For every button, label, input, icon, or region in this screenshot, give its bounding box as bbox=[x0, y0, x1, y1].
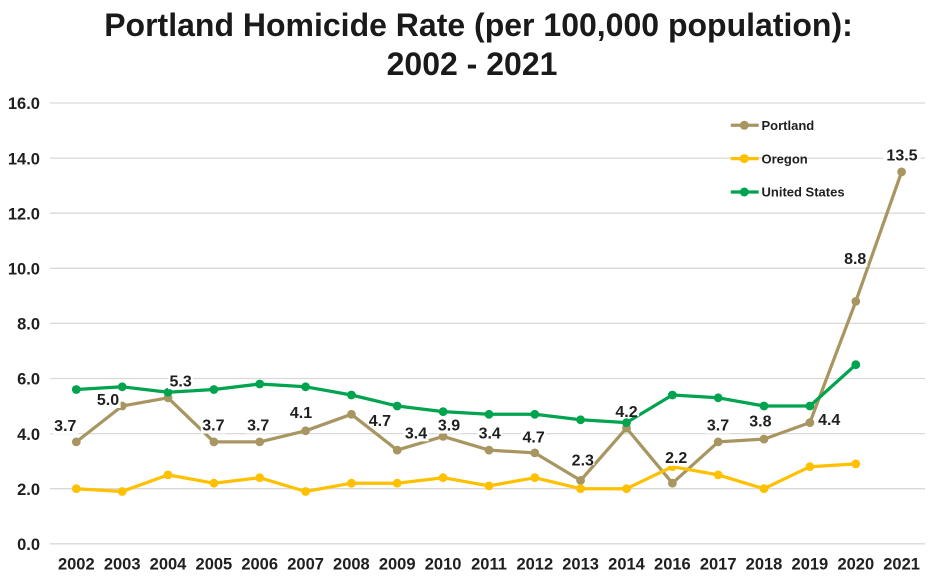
svg-text:2012: 2012 bbox=[516, 555, 553, 573]
svg-text:4.1: 4.1 bbox=[290, 405, 312, 422]
svg-text:2020: 2020 bbox=[837, 555, 874, 573]
svg-text:2.3: 2.3 bbox=[572, 453, 594, 470]
svg-text:2008: 2008 bbox=[333, 555, 370, 573]
svg-text:3.8: 3.8 bbox=[749, 414, 771, 431]
svg-text:2002: 2002 bbox=[58, 555, 95, 573]
svg-text:2006: 2006 bbox=[241, 555, 278, 573]
svg-text:13.5: 13.5 bbox=[886, 148, 917, 165]
svg-text:2018: 2018 bbox=[746, 555, 783, 573]
svg-text:4.4: 4.4 bbox=[818, 412, 840, 429]
svg-text:2.2: 2.2 bbox=[665, 450, 687, 467]
svg-text:3.7: 3.7 bbox=[54, 418, 76, 435]
svg-text:5.0: 5.0 bbox=[97, 392, 119, 409]
svg-text:Portland: Portland bbox=[762, 118, 815, 133]
svg-text:8.8: 8.8 bbox=[844, 251, 866, 268]
svg-text:2019: 2019 bbox=[792, 555, 829, 573]
svg-text:2014: 2014 bbox=[608, 555, 646, 573]
svg-text:3.7: 3.7 bbox=[247, 418, 269, 435]
svg-text:2003: 2003 bbox=[104, 555, 141, 573]
svg-text:2010: 2010 bbox=[425, 555, 462, 573]
svg-text:0.0: 0.0 bbox=[17, 536, 40, 554]
svg-text:2005: 2005 bbox=[196, 555, 233, 573]
svg-text:2017: 2017 bbox=[700, 555, 737, 573]
svg-text:10.0: 10.0 bbox=[8, 261, 40, 279]
svg-text:16.0: 16.0 bbox=[8, 95, 40, 113]
svg-text:United States: United States bbox=[762, 185, 845, 200]
svg-text:2016: 2016 bbox=[654, 555, 691, 573]
svg-text:3.4: 3.4 bbox=[405, 426, 427, 443]
svg-text:2011: 2011 bbox=[471, 555, 507, 573]
svg-text:14.0: 14.0 bbox=[8, 150, 40, 168]
svg-text:2.0: 2.0 bbox=[17, 481, 40, 499]
svg-text:4.2: 4.2 bbox=[615, 404, 637, 421]
svg-text:4.0: 4.0 bbox=[17, 426, 40, 444]
svg-text:2009: 2009 bbox=[379, 555, 416, 573]
svg-text:2004: 2004 bbox=[150, 555, 188, 573]
svg-text:3.7: 3.7 bbox=[202, 418, 224, 435]
svg-text:2013: 2013 bbox=[562, 555, 599, 573]
svg-text:4.7: 4.7 bbox=[369, 413, 391, 430]
svg-text:2007: 2007 bbox=[287, 555, 324, 573]
svg-text:3.4: 3.4 bbox=[479, 426, 501, 443]
svg-text:6.0: 6.0 bbox=[17, 371, 40, 389]
svg-text:Oregon: Oregon bbox=[762, 151, 808, 166]
svg-text:12.0: 12.0 bbox=[8, 205, 40, 223]
svg-text:8.0: 8.0 bbox=[17, 316, 40, 334]
svg-text:2002 - 2021: 2002 - 2021 bbox=[387, 46, 558, 82]
svg-text:4.7: 4.7 bbox=[522, 430, 544, 447]
svg-text:3.7: 3.7 bbox=[707, 418, 729, 435]
svg-text:2021: 2021 bbox=[883, 555, 920, 573]
svg-text:3.9: 3.9 bbox=[438, 418, 460, 435]
svg-text:5.3: 5.3 bbox=[169, 373, 191, 390]
svg-text:Portland Homicide Rate (per 10: Portland Homicide Rate (per 100,000 popu… bbox=[104, 7, 853, 43]
